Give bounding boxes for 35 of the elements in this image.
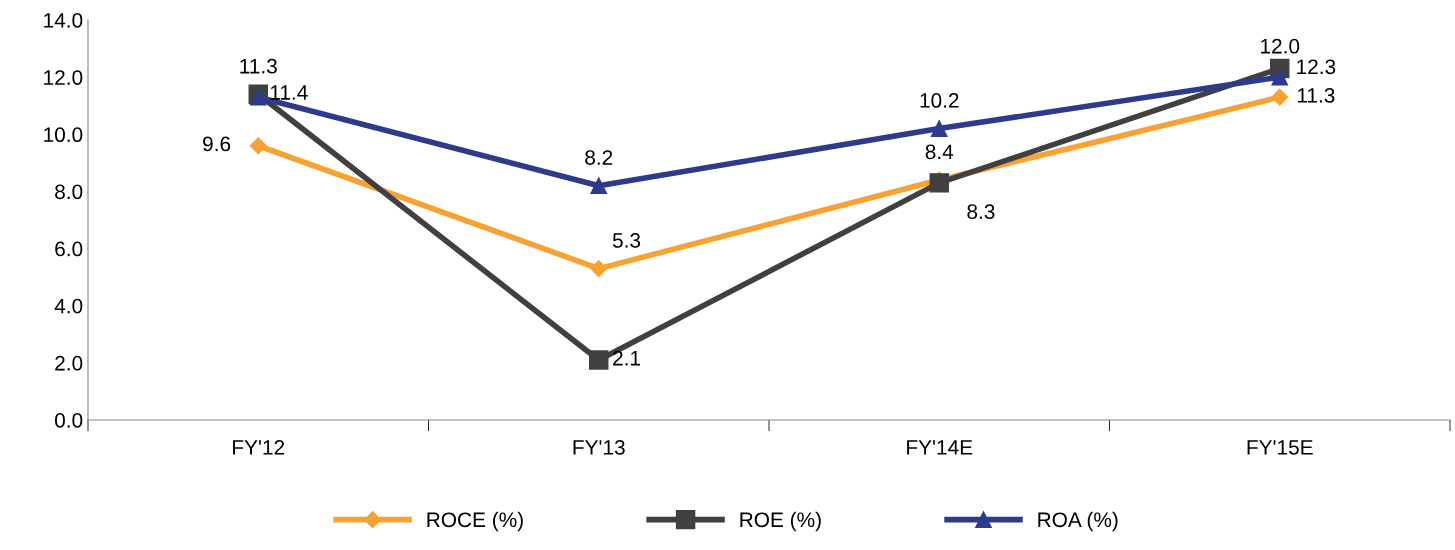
legend-label: ROA (%) [1038,511,1118,532]
x-tick-label: FY'12 [233,439,285,455]
y-tick-label: 6.0 [55,241,83,257]
data-label: 11.4 [270,85,308,100]
data-label: 8.2 [585,150,613,165]
y-tick-label: 12.0 [44,70,83,85]
data-label: 2.1 [613,350,640,366]
data-label: 10.2 [920,93,959,108]
point [589,350,609,370]
point [249,137,267,155]
data-label: 12.3 [1297,59,1336,75]
point [590,260,608,278]
data-label: 5.3 [612,233,641,248]
y-tick-label: 10.0 [44,127,83,143]
x-tick-label: FY'15E [1247,440,1313,455]
y-tick-label: 0.0 [54,413,83,428]
x-tick-label: FY'14E [907,440,973,455]
point [590,177,608,195]
point [929,173,949,193]
legend-label: ROE (%) [740,511,821,532]
data-label: 11.3 [1297,87,1335,103]
y-tick-label: 14.0 [44,13,83,28]
data-label: 11.3 [240,58,277,74]
data-label: 8.4 [925,144,954,160]
data-label: 8.3 [967,204,995,220]
y-tick-label: 4.0 [54,298,83,314]
data-label: 12.0 [1261,38,1300,54]
y-tick-label: 8.0 [55,184,83,200]
point [1271,68,1289,86]
data-label: 9.6 [203,136,231,152]
x-tick-label: FY'13 [573,439,625,455]
y-tick-label: 2.0 [55,355,83,371]
point [1271,88,1289,106]
legend-label: ROCE (%) [427,511,523,532]
point [930,120,948,137]
